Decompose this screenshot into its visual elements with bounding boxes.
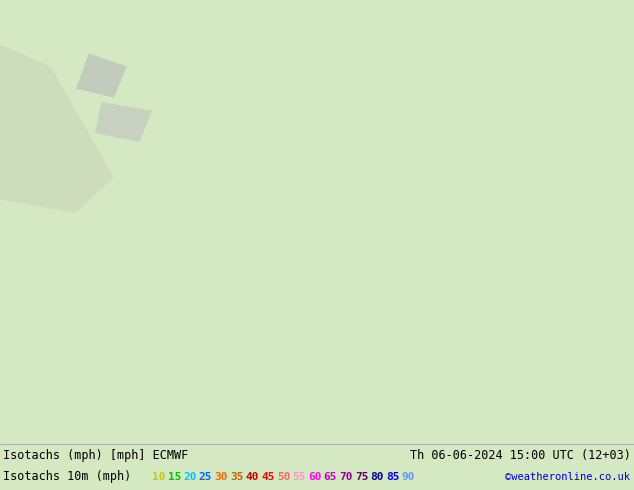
Text: 85: 85 [386, 472, 399, 482]
Text: 15: 15 [167, 472, 181, 482]
Text: ©weatheronline.co.uk: ©weatheronline.co.uk [505, 472, 630, 482]
Text: 60: 60 [308, 472, 321, 482]
Text: 55: 55 [292, 472, 306, 482]
Text: Th 06-06-2024 15:00 UTC (12+03): Th 06-06-2024 15:00 UTC (12+03) [410, 449, 631, 462]
Polygon shape [0, 44, 114, 213]
Text: 90: 90 [401, 472, 415, 482]
Text: 50: 50 [277, 472, 290, 482]
Text: 80: 80 [370, 472, 384, 482]
Text: 25: 25 [199, 472, 212, 482]
Text: 30: 30 [214, 472, 228, 482]
Text: 65: 65 [323, 472, 337, 482]
Text: 45: 45 [261, 472, 275, 482]
Text: 75: 75 [355, 472, 368, 482]
Text: 70: 70 [339, 472, 353, 482]
Text: 35: 35 [230, 472, 243, 482]
Text: 10: 10 [152, 472, 165, 482]
Polygon shape [76, 53, 127, 98]
Polygon shape [95, 102, 152, 142]
Text: 20: 20 [183, 472, 197, 482]
Text: Isotachs 10m (mph): Isotachs 10m (mph) [3, 470, 131, 483]
Text: 40: 40 [245, 472, 259, 482]
Text: Isotachs (mph) [mph] ECMWF: Isotachs (mph) [mph] ECMWF [3, 449, 188, 462]
